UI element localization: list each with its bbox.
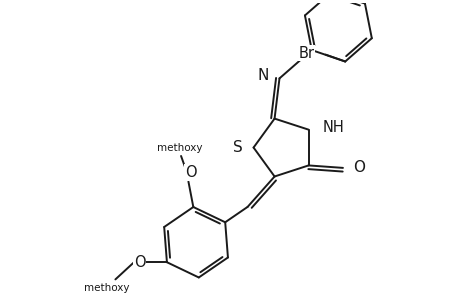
Text: methoxy: methoxy bbox=[84, 283, 129, 293]
Text: Br: Br bbox=[298, 46, 313, 61]
Text: O: O bbox=[352, 160, 364, 175]
Text: S: S bbox=[233, 140, 242, 155]
Text: O: O bbox=[185, 165, 196, 180]
Text: methoxy: methoxy bbox=[157, 143, 202, 153]
Text: NH: NH bbox=[322, 120, 343, 135]
Text: O: O bbox=[134, 255, 146, 270]
Text: N: N bbox=[257, 68, 268, 83]
